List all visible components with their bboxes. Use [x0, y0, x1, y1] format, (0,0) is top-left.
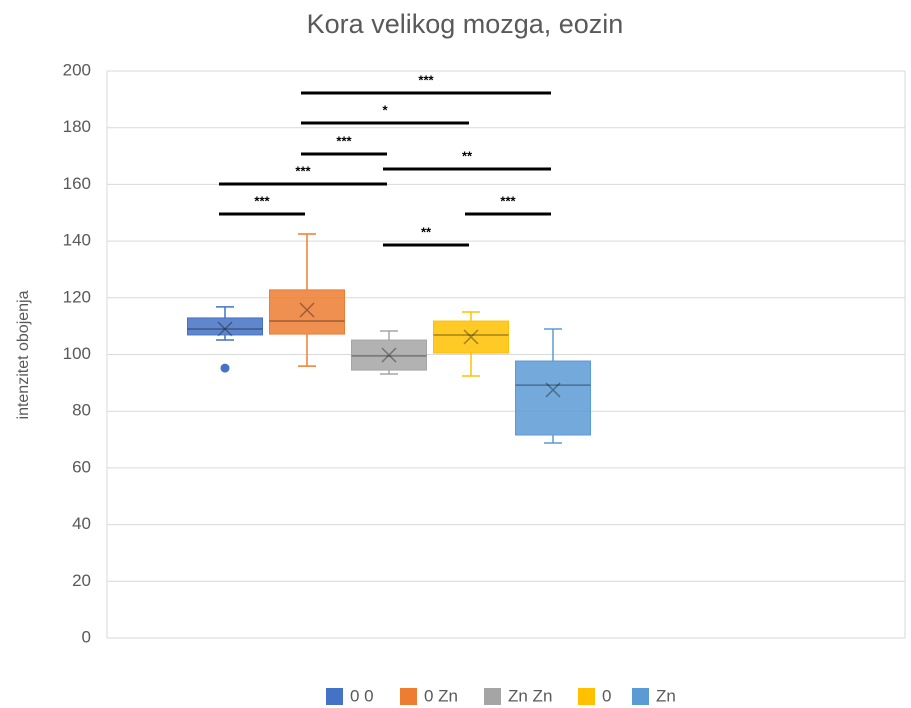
box-group [515, 328, 591, 444]
box-group [187, 306, 263, 373]
box-group [433, 311, 509, 377]
legend-label: Zn Zn [508, 686, 552, 705]
significance-label: *** [500, 193, 516, 208]
legend-swatch [400, 688, 417, 705]
significance-label: ** [421, 224, 432, 239]
box [351, 339, 427, 371]
y-tick-label: 60 [72, 457, 91, 476]
significance-label: * [382, 102, 388, 117]
legend-swatch [484, 688, 501, 705]
legend-label: 0 0 [350, 686, 374, 705]
significance-label: ** [462, 148, 473, 163]
mean-marker [217, 321, 233, 337]
y-tick-label: 120 [63, 287, 91, 306]
legend-swatch [326, 688, 343, 705]
y-tick-label: 180 [63, 117, 91, 136]
legend-swatch [632, 688, 649, 705]
chart-title: Kora velikog mozga, eozin [307, 9, 624, 39]
box-group [269, 233, 345, 367]
outlier [220, 363, 230, 373]
y-tick-label: 20 [72, 571, 91, 590]
y-tick-label: 100 [63, 344, 91, 363]
box [515, 360, 591, 436]
box-group [351, 330, 427, 375]
box [187, 317, 263, 336]
y-axis-label: intenzitet obojenja [15, 290, 32, 419]
y-tick-label: 160 [63, 174, 91, 193]
mean-marker [545, 382, 561, 398]
significance-label: *** [418, 72, 434, 87]
significance-label: *** [254, 193, 270, 208]
mean-marker [299, 302, 315, 318]
significance-label: *** [295, 163, 311, 178]
box [269, 289, 345, 335]
legend-label: 0 [602, 686, 611, 705]
box [433, 320, 509, 354]
legend-label: 0 Zn [424, 686, 458, 705]
y-tick-label: 140 [63, 231, 91, 250]
y-tick-label: 0 [82, 627, 91, 646]
mean-marker [381, 347, 397, 363]
y-tick-label: 200 [63, 60, 91, 79]
y-tick-label: 80 [72, 401, 91, 420]
significance-label: *** [336, 133, 352, 148]
y-tick-label: 40 [72, 514, 91, 533]
legend-label: Zn [656, 686, 676, 705]
mean-marker [463, 329, 479, 345]
legend-swatch [578, 688, 595, 705]
